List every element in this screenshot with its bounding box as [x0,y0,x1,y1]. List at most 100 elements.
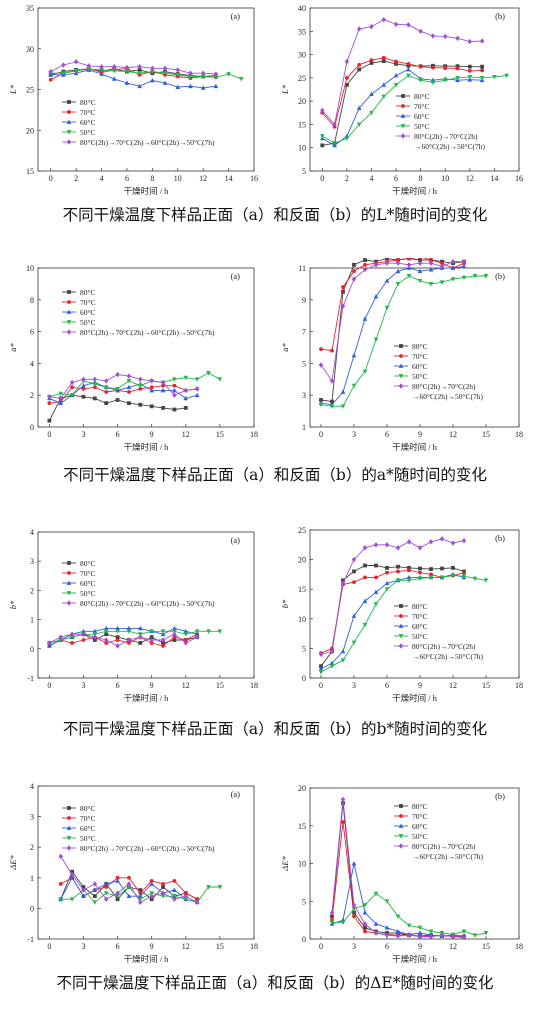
data-point [175,84,181,89]
y-tick-label: 1 [302,423,306,432]
x-tick-label: 4 [369,174,373,183]
data-point [451,565,455,570]
data-point [418,258,422,259]
x-tick-label: 12 [199,174,207,183]
legend-marker [399,804,403,808]
data-point [406,923,412,928]
y-tick-label: 0 [30,423,34,432]
data-point [467,68,472,73]
data-point [384,542,390,548]
legend: 80°C70°C60°C50°C80°C(2h)→70°C(2h)→60°C(2… [62,98,215,147]
legend-marker [398,643,404,649]
data-point [430,80,436,86]
data-point [351,383,357,389]
legend-marker [66,329,72,335]
data-point [369,61,374,65]
series-70C [48,66,218,82]
data-point [395,282,401,287]
series-line [50,68,242,80]
y-tick-label: 10 [26,264,34,273]
legend-marker [66,600,72,606]
data-point [172,392,177,398]
legend-marker [400,124,406,129]
data-point [472,933,478,938]
data-point [47,394,52,400]
data-point [384,899,390,904]
data-point [428,260,434,266]
data-point [172,407,177,412]
data-point [138,634,143,640]
data-point [483,931,489,936]
data-point [351,352,357,358]
legend-label: 50°C [80,589,96,598]
legend: 80°C70°C60°C50°C80°C(2h)→70°C(2h)→60°C(2… [62,804,215,853]
data-point [138,386,143,391]
data-point [149,404,154,409]
data-point [406,274,412,279]
series-line [49,374,198,399]
data-point [115,894,120,899]
data-point [149,881,154,886]
data-point [161,641,165,645]
data-point [318,666,324,672]
data-point [373,602,379,607]
data-point [194,634,200,640]
data-point [112,63,117,70]
data-point [393,73,399,78]
legend-label: 50°C [412,632,428,641]
legend-label: 60°C [412,362,428,371]
legend-label: 80°C [412,342,428,351]
chart-L-back: 0 2 4 6 8 10 12 14 16 5 10 15 20 25 30 35 40 干燥时间 / h L* (b… [280,4,523,196]
legend-marker [66,130,72,135]
series-50C [319,73,510,146]
legend-marker [67,561,71,565]
data-point [92,894,97,899]
legend-marker [66,825,72,830]
data-point [384,278,390,283]
series-70C [319,568,466,656]
data-point [104,641,109,645]
data-point [69,379,75,386]
legend-label: 50°C [412,832,428,841]
data-point [385,258,389,261]
data-point [428,929,434,934]
data-point [104,885,109,889]
series-var [48,59,219,77]
x-tick-label: 6 [385,681,389,690]
data-point [430,33,436,39]
data-point [115,875,120,880]
y-tick-label: 20 [298,556,306,565]
data-point [183,395,189,401]
data-point [61,62,66,68]
legend-label: 80°C(2h)→70°C(2h)→60°C(2h)→50°C(7h) [80,138,215,147]
data-point [395,268,401,274]
data-point [126,384,132,390]
legend-label: →60°C(2h)→50°C(7h) [412,652,483,661]
data-point [70,641,75,645]
data-point [483,274,489,279]
y-tick-label: 0 [30,645,34,654]
data-point [172,878,177,883]
data-point [172,638,177,642]
data-point [440,261,444,266]
data-point [69,635,75,640]
data-point [406,61,411,66]
data-point [319,347,323,351]
data-point [362,545,368,551]
data-point [58,882,63,886]
x-tick-label: 0 [47,942,51,951]
legend-label: 60°C [80,579,96,588]
x-tick-label: 0 [319,681,323,690]
figure-2: 0 3 6 9 12 15 18 0 2 4 6 8 10 干燥时间 / h a* (a) 80°C 70°C 60… [0,258,534,508]
series-line [320,275,486,407]
y-tick-label: 5 [302,644,306,653]
x-tick-label: 18 [250,430,258,439]
data-point [352,262,356,267]
data-point [73,68,79,74]
data-point [467,75,473,80]
data-point [318,651,324,658]
data-point [137,68,142,72]
series-line [320,261,464,383]
data-point [70,385,75,390]
x-tick-label: 6 [116,942,120,951]
